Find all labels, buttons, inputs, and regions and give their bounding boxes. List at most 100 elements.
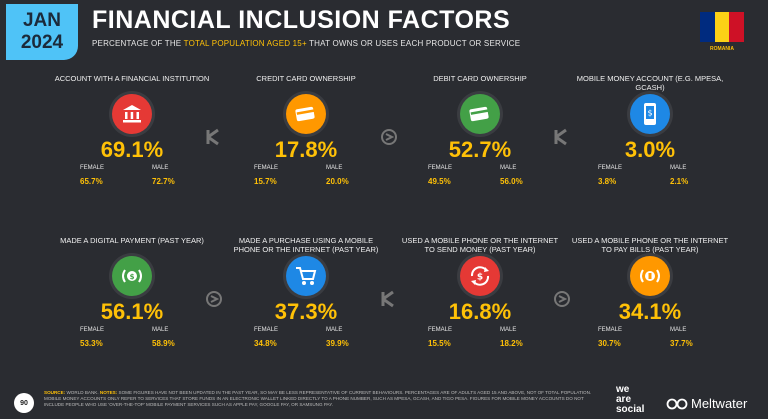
male-label: MALE <box>326 327 343 333</box>
meltwater-logo: Meltwater <box>666 396 747 411</box>
female-label: FEMALE <box>254 327 279 333</box>
card-account: ACCOUNT WITH A FINANCIAL INSTITUTION 69.… <box>52 74 212 189</box>
female-value: 30.7% <box>598 339 621 348</box>
female-value: 49.5% <box>428 177 451 186</box>
shopping-cart-icon <box>286 256 326 296</box>
card-value: 34.1% <box>618 299 682 324</box>
card-value: 56.1% <box>100 299 164 324</box>
pay-bills-icon <box>630 256 670 296</box>
card-label: MADE A PURCHASE USING A MOBILE PHONE OR … <box>233 236 379 254</box>
female-label: FEMALE <box>428 327 453 333</box>
card-credit-card: CREDIT CARD OWNERSHIP 17.8% FEMALE MALE … <box>226 74 386 189</box>
subtitle-pre: PERCENTAGE OF THE <box>92 39 184 48</box>
female-value: 15.5% <box>428 339 451 348</box>
female-value: 34.8% <box>254 339 277 348</box>
male-value: 56.0% <box>500 177 523 186</box>
digital-payment-icon: $ <box>112 256 152 296</box>
datareportal-logo-icon <box>381 129 397 145</box>
male-label: MALE <box>152 327 169 333</box>
gender-breakdown: FEMALE MALE 65.7% 72.7% <box>52 163 212 189</box>
card-value: 37.3% <box>274 299 338 324</box>
card-label: USED A MOBILE PHONE OR THE INTERNET TO P… <box>571 236 729 254</box>
mobile-money-icon: $ <box>630 94 670 134</box>
male-value: 37.7% <box>670 339 693 348</box>
female-value: 53.3% <box>80 339 103 348</box>
datareportal-logo-icon <box>206 291 222 307</box>
card-mobile-purchase: MADE A PURCHASE USING A MOBILE PHONE OR … <box>226 236 386 351</box>
page-title: FINANCIAL INCLUSION FACTORS <box>92 6 511 34</box>
female-value: 65.7% <box>80 177 103 186</box>
male-value: 2.1% <box>670 177 689 186</box>
source-text: WORLD BANK. <box>65 390 100 395</box>
kepios-logo-icon <box>554 128 567 146</box>
gender-breakdown: FEMALE MALE 49.5% 56.0% <box>400 163 560 189</box>
card-value: 16.8% <box>448 299 512 324</box>
page-subtitle: PERCENTAGE OF THE TOTAL POPULATION AGED … <box>92 39 520 48</box>
brand-we: we <box>616 384 630 395</box>
male-label: MALE <box>152 165 169 171</box>
male-value: 58.9% <box>152 339 175 348</box>
female-label: FEMALE <box>598 327 623 333</box>
card-label: USED A MOBILE PHONE OR THE INTERNET TO S… <box>401 236 559 254</box>
we-are-social-logo: we are social <box>616 385 644 415</box>
card-value: 17.8% <box>274 137 338 162</box>
brand-are: are <box>616 394 632 405</box>
bank-icon <box>112 94 152 134</box>
country-label: ROMANIA <box>710 46 734 52</box>
footer-notes: SOURCE: WORLD BANK. NOTES: SOME FIGURES … <box>44 390 604 408</box>
svg-text:$: $ <box>130 273 135 281</box>
credit-card-icon <box>286 94 326 134</box>
female-label: FEMALE <box>254 165 279 171</box>
male-value: 72.7% <box>152 177 175 186</box>
card-digital-payment: MADE A DIGITAL PAYMENT (PAST YEAR) $ 56.… <box>52 236 212 351</box>
card-label: DEBIT CARD OWNERSHIP <box>433 74 527 83</box>
date-badge: JAN 2024 <box>6 4 78 60</box>
card-label: MADE A DIGITAL PAYMENT (PAST YEAR) <box>60 236 204 245</box>
debit-card-icon <box>460 94 500 134</box>
gender-breakdown: FEMALE MALE 3.8% 2.1% <box>570 163 730 189</box>
page-number: 90 <box>14 393 34 413</box>
gender-breakdown: FEMALE MALE 15.5% 18.2% <box>400 325 560 351</box>
male-label: MALE <box>500 327 517 333</box>
female-value: 15.7% <box>254 177 277 186</box>
gender-breakdown: FEMALE MALE 30.7% 37.7% <box>570 325 730 351</box>
female-label: FEMALE <box>80 327 105 333</box>
male-value: 39.9% <box>326 339 349 348</box>
romania-flag-icon <box>700 12 745 42</box>
badge-month: JAN <box>22 10 61 31</box>
datareportal-logo-icon <box>554 291 570 307</box>
card-value: 3.0% <box>624 137 676 162</box>
badge-year: 2024 <box>20 32 64 53</box>
male-value: 18.2% <box>500 339 523 348</box>
male-label: MALE <box>326 165 343 171</box>
subtitle-highlight: TOTAL POPULATION AGED 15+ <box>183 39 307 48</box>
male-value: 20.0% <box>326 177 349 186</box>
brand-social: social <box>616 404 645 415</box>
gender-breakdown: FEMALE MALE 53.3% 58.9% <box>52 325 212 351</box>
female-value: 3.8% <box>598 177 617 186</box>
male-label: MALE <box>500 165 517 171</box>
card-value: 69.1% <box>100 137 164 162</box>
meltwater-mark-icon <box>666 398 688 409</box>
subtitle-post: THAT OWNS OR USES EACH PRODUCT OR SERVIC… <box>306 39 521 48</box>
female-label: FEMALE <box>598 165 623 171</box>
female-label: FEMALE <box>80 165 105 171</box>
card-label: CREDIT CARD OWNERSHIP <box>256 74 356 83</box>
card-mobile-money: MOBILE MONEY ACCOUNT (E.G. MPESA, GCASH)… <box>570 74 730 189</box>
card-label: ACCOUNT WITH A FINANCIAL INSTITUTION <box>54 74 210 83</box>
gender-breakdown: FEMALE MALE 34.8% 39.9% <box>226 325 386 351</box>
brand-meltwater: Meltwater <box>691 396 748 411</box>
male-label: MALE <box>670 165 687 171</box>
kepios-logo-icon <box>381 290 394 308</box>
card-debit-card: DEBIT CARD OWNERSHIP 52.7% FEMALE MALE 4… <box>400 74 560 189</box>
kepios-logo-icon <box>206 128 219 146</box>
svg-text:$: $ <box>477 273 483 283</box>
card-pay-bills: USED A MOBILE PHONE OR THE INTERNET TO P… <box>570 236 730 351</box>
card-value: 52.7% <box>448 137 512 162</box>
source-label: SOURCE: <box>44 390 66 395</box>
card-send-money: USED A MOBILE PHONE OR THE INTERNET TO S… <box>400 236 560 351</box>
send-money-icon: $ <box>460 256 500 296</box>
svg-text:$: $ <box>647 109 652 118</box>
notes-text: SOME FIGURES HAVE NOT BEEN UPDATED IN TH… <box>44 390 592 407</box>
